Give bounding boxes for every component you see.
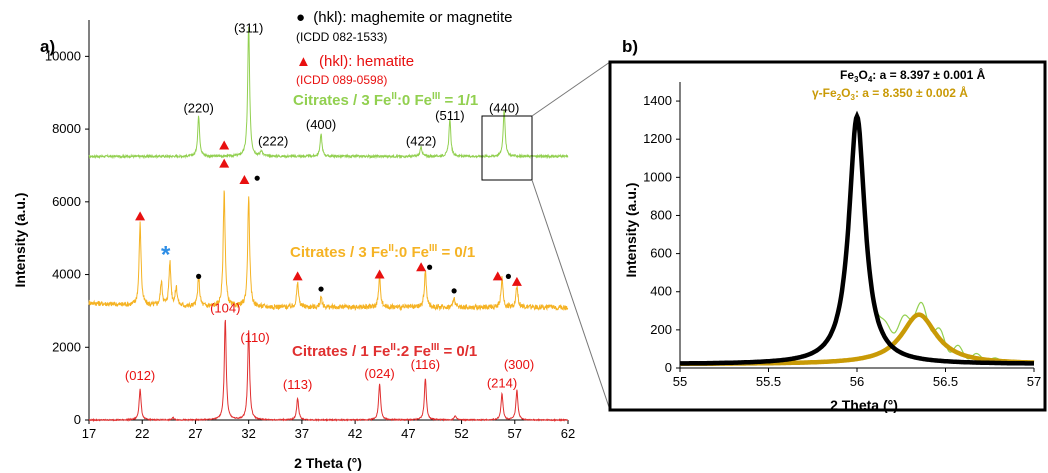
legend-hematite-ref: (ICDD 089-0598) bbox=[296, 73, 387, 87]
panel-a-y-tick-label: 6000 bbox=[52, 194, 81, 209]
panel-a-y-axis-label: Intensity (a.u.) bbox=[12, 193, 28, 288]
legend-magnetite-text: (hkl): maghemite or magnetite bbox=[313, 9, 512, 26]
panel-a-x-tick-label: 22 bbox=[135, 426, 149, 441]
panel-a-label: a) bbox=[40, 37, 55, 56]
panel-a-x-tick-label: 27 bbox=[188, 426, 202, 441]
panel-a-y-tick-label: 4000 bbox=[52, 267, 81, 282]
hematite-hkl-label: (300) bbox=[504, 357, 534, 372]
panel-b-y-tick-label: 400 bbox=[650, 284, 672, 299]
panel-b-y-tick-label: 600 bbox=[650, 246, 672, 261]
series-label-orange: Citrates / 3 FeII:0 FeIII = 0/1 bbox=[290, 243, 475, 261]
magnetite-marker bbox=[451, 288, 457, 294]
panel-a-x-tick-label: 52 bbox=[454, 426, 468, 441]
hematite-marker bbox=[374, 269, 385, 279]
fit-legend-gamma-fe2o3: γ-Fe2O3: a = 8.350 ± 0.002 Å bbox=[812, 85, 968, 102]
legend-magnetite: ● (hkl): maghemite or magnetite bbox=[296, 9, 512, 26]
panel-a-series-line bbox=[88, 26, 569, 160]
panel-b-x-tick-label: 57 bbox=[1027, 374, 1041, 389]
magnetite-marker bbox=[196, 273, 202, 279]
legend-magnetite-ref: (ICDD 082-1533) bbox=[296, 30, 387, 44]
panel-a-x-axis-label: 2 Theta (°) bbox=[294, 455, 362, 471]
magnetite-hkl-label: (222) bbox=[258, 133, 288, 148]
hematite-hkl-label: (116) bbox=[411, 357, 440, 372]
panel-b-y-tick-label: 1000 bbox=[643, 169, 672, 184]
fit-legend-fe3o4: Fe3O4: a = 8.397 ± 0.001 Å bbox=[840, 67, 986, 84]
legend-magnetite-symbol: ● bbox=[296, 9, 305, 26]
legend-hematite: ▲ (hkl): hematite bbox=[296, 53, 414, 70]
panel-a-x-tick-label: 37 bbox=[295, 426, 309, 441]
panel-a: a) 2 Theta (°) Intensity (a.u.) ● (hkl):… bbox=[12, 9, 575, 471]
magnetite-marker bbox=[427, 264, 433, 270]
panel-a-y-tick-label: 2000 bbox=[52, 339, 81, 354]
magnetite-hkl-label: (511) bbox=[435, 108, 464, 123]
panel-a-x-tick-label: 57 bbox=[508, 426, 522, 441]
panel-a-y-tick-label: 0 bbox=[74, 412, 81, 427]
panel-b-y-tick-label: 800 bbox=[650, 207, 672, 222]
hematite-hkl-label: (113) bbox=[283, 377, 312, 392]
panel-b-x-tick-label: 56.5 bbox=[933, 374, 958, 389]
hematite-marker bbox=[492, 271, 503, 281]
hematite-marker bbox=[416, 262, 427, 272]
panel-b-y-tick-label: 200 bbox=[650, 322, 672, 337]
panel-a-x-tick-label: 62 bbox=[561, 426, 575, 441]
legend-hematite-text: (hkl): hematite bbox=[319, 53, 414, 70]
zoom-connector-top bbox=[531, 61, 611, 117]
magnetite-marker bbox=[254, 175, 260, 181]
series-label-green: Citrates / 3 FeII:0 FeIII = 1/1 bbox=[293, 91, 478, 109]
panel-b-y-tick-label: 1400 bbox=[643, 93, 672, 108]
hematite-hkl-label: (024) bbox=[364, 366, 394, 381]
panel-a-x-tick-label: 17 bbox=[82, 426, 96, 441]
legend-hematite-symbol: ▲ bbox=[296, 53, 311, 70]
hematite-hkl-label: (012) bbox=[125, 368, 155, 383]
hematite-hkl-label: (104) bbox=[210, 301, 240, 316]
panel-b-label: b) bbox=[622, 37, 638, 56]
panel-b-series-line bbox=[680, 110, 1034, 366]
hematite-marker bbox=[135, 211, 146, 221]
magnetite-hkl-label: (400) bbox=[306, 117, 336, 132]
panel-b-x-tick-label: 55.5 bbox=[756, 374, 781, 389]
panel-a-y-tick-label: 10000 bbox=[45, 48, 81, 63]
panel-a-x-tick-label: 47 bbox=[401, 426, 415, 441]
magnetite-hkl-label: (220) bbox=[183, 101, 213, 116]
panel-b-y-axis-label: Intensity (a.u.) bbox=[623, 183, 639, 278]
panel-a-x-tick-label: 42 bbox=[348, 426, 362, 441]
panel-b-y-tick-label: 0 bbox=[665, 360, 672, 375]
magnetite-hkl-label: (311) bbox=[234, 21, 263, 36]
panel-a-y-tick-label: 8000 bbox=[52, 121, 81, 136]
zoom-box bbox=[481, 115, 533, 181]
panel-a-series-line bbox=[88, 190, 569, 312]
panel-b-x-axis-label: 2 Theta (°) bbox=[830, 397, 898, 413]
impurity-marker: * bbox=[161, 242, 171, 269]
magnetite-marker bbox=[505, 273, 511, 279]
hematite-marker bbox=[239, 175, 250, 184]
magnetite-marker bbox=[318, 286, 324, 292]
hematite-hkl-label: (214) bbox=[487, 375, 517, 390]
panel-b-x-tick-label: 56 bbox=[850, 374, 864, 389]
hematite-marker bbox=[219, 158, 230, 168]
panel-b: b) 2 Theta (°) Intensity (a.u.) 55 55.5 56… bbox=[608, 37, 1047, 413]
panel-b-frame bbox=[608, 60, 1047, 412]
panel-b-y-tick-label: 1200 bbox=[643, 131, 672, 146]
magnetite-hkl-label: (440) bbox=[489, 101, 519, 116]
panel-b-x-tick-label: 55 bbox=[673, 374, 687, 389]
hematite-marker bbox=[219, 140, 230, 150]
panel-b-axes: 55 55.5 56 56.5 57 0 200 400 600 800 1000 1200 1400 bbox=[643, 82, 1041, 389]
panel-a-peak-labels: (311) (220) (222) (400) (422) (511) (440) (104)… bbox=[125, 21, 534, 392]
hematite-marker bbox=[511, 276, 522, 286]
panel-a-axes: 17 22 27 32 37 42 47 52 57 62 0 2000 4000 6000 8000 100… bbox=[45, 20, 575, 441]
zoom-connector-bottom bbox=[531, 179, 611, 411]
panel-a-x-tick-label: 32 bbox=[241, 426, 255, 441]
hematite-hkl-label: (110) bbox=[240, 330, 269, 345]
series-label-red: Citrates / 1 FeII:2 FeIII = 0/1 bbox=[292, 342, 477, 360]
magnetite-hkl-label: (422) bbox=[406, 133, 436, 148]
panel-a-markers: * bbox=[135, 140, 522, 294]
hematite-marker bbox=[292, 271, 303, 281]
panel-b-series bbox=[680, 110, 1035, 367]
panel-a-series-line bbox=[88, 319, 569, 423]
panel-a-series bbox=[88, 26, 569, 423]
